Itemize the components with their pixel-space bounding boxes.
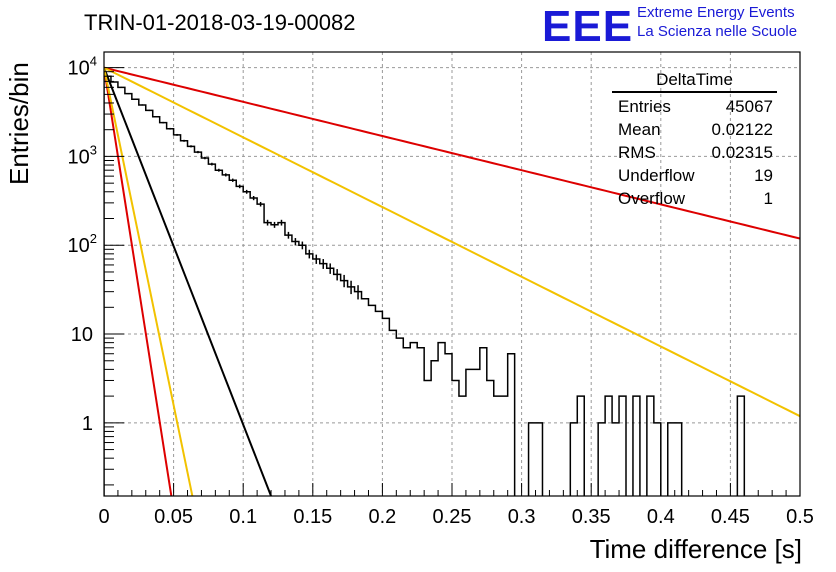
- stats-label: Overflow: [618, 189, 686, 208]
- stats-value: 0.02315: [711, 143, 773, 162]
- y-tick-exponent: 2: [90, 231, 97, 246]
- y-axis-label: Entries/bin: [4, 62, 34, 185]
- y-tick-base: 10: [68, 58, 90, 80]
- x-tick-label: 0.25: [433, 506, 472, 528]
- x-tick-label: 0: [98, 506, 109, 528]
- y-tick-label: 102: [68, 231, 97, 257]
- stats-label: Underflow: [618, 166, 695, 185]
- logo-line-1: Extreme Energy Events: [637, 4, 795, 21]
- y-tick-label: 104: [68, 54, 97, 80]
- x-tick-label: 0.35: [572, 506, 611, 528]
- stats-value: 1: [763, 189, 773, 208]
- y-tick-label: 103: [68, 142, 97, 168]
- y-tick-exponent: 4: [90, 54, 97, 69]
- logo-line-2: La Scienza nelle Scuole: [637, 23, 798, 40]
- axis-ticks: 0 0.05 0.1 0.15 0.2 0.25 0.3 0.35 0.4 0.45 0.51041…: [68, 54, 814, 528]
- stats-label: RMS: [618, 143, 656, 162]
- x-tick-label: 0.3: [508, 506, 536, 528]
- y-tick-label: 1: [82, 413, 93, 435]
- stats-row-underflow: Underflow 19: [612, 164, 777, 187]
- fit-line: [104, 67, 273, 496]
- fit-line: [104, 67, 194, 496]
- x-tick-label: 0.4: [647, 506, 675, 528]
- y-tick-base: 10: [68, 235, 90, 257]
- x-tick-label: 0.45: [711, 506, 750, 528]
- x-tick-label: 0.15: [293, 506, 332, 528]
- stats-label: Entries: [618, 97, 671, 116]
- histogram-bins: [104, 75, 746, 496]
- x-axis-label: Time difference [s]: [589, 534, 802, 564]
- grid-lines: [104, 52, 800, 496]
- stats-value: 45067: [725, 97, 773, 116]
- stats-row-entries: Entries 45067: [612, 95, 777, 118]
- x-tick-label: 0.2: [368, 506, 396, 528]
- fit-line: [104, 66, 800, 418]
- y-tick-exponent: 3: [90, 142, 97, 157]
- x-tick-label: 0.05: [154, 506, 193, 528]
- x-tick-label: 0.5: [786, 506, 814, 528]
- stats-row-mean: Mean 0.02122: [612, 118, 777, 141]
- fit-line: [104, 66, 800, 240]
- fit-lines: [104, 66, 800, 496]
- stats-row-overflow: Overflow 1: [612, 187, 777, 210]
- eee-logo: EEE: [542, 2, 634, 51]
- y-tick-base: 1: [82, 413, 93, 435]
- y-tick-label: 10: [71, 324, 93, 346]
- fit-line: [104, 67, 173, 496]
- stats-value: 19: [754, 166, 773, 185]
- stats-value: 0.02122: [711, 120, 773, 139]
- y-tick-base: 10: [68, 146, 90, 168]
- stats-row-rms: RMS 0.02315: [612, 141, 777, 164]
- stats-box: DeltaTime Entries 45067 Mean 0.02122 RMS 0.…: [612, 70, 777, 210]
- x-tick-label: 0.1: [229, 506, 257, 528]
- plot-title: TRIN-01-2018-03-19-00082: [84, 10, 356, 35]
- y-tick-base: 10: [71, 324, 93, 346]
- stats-title: DeltaTime: [612, 70, 777, 93]
- stats-label: Mean: [618, 120, 661, 139]
